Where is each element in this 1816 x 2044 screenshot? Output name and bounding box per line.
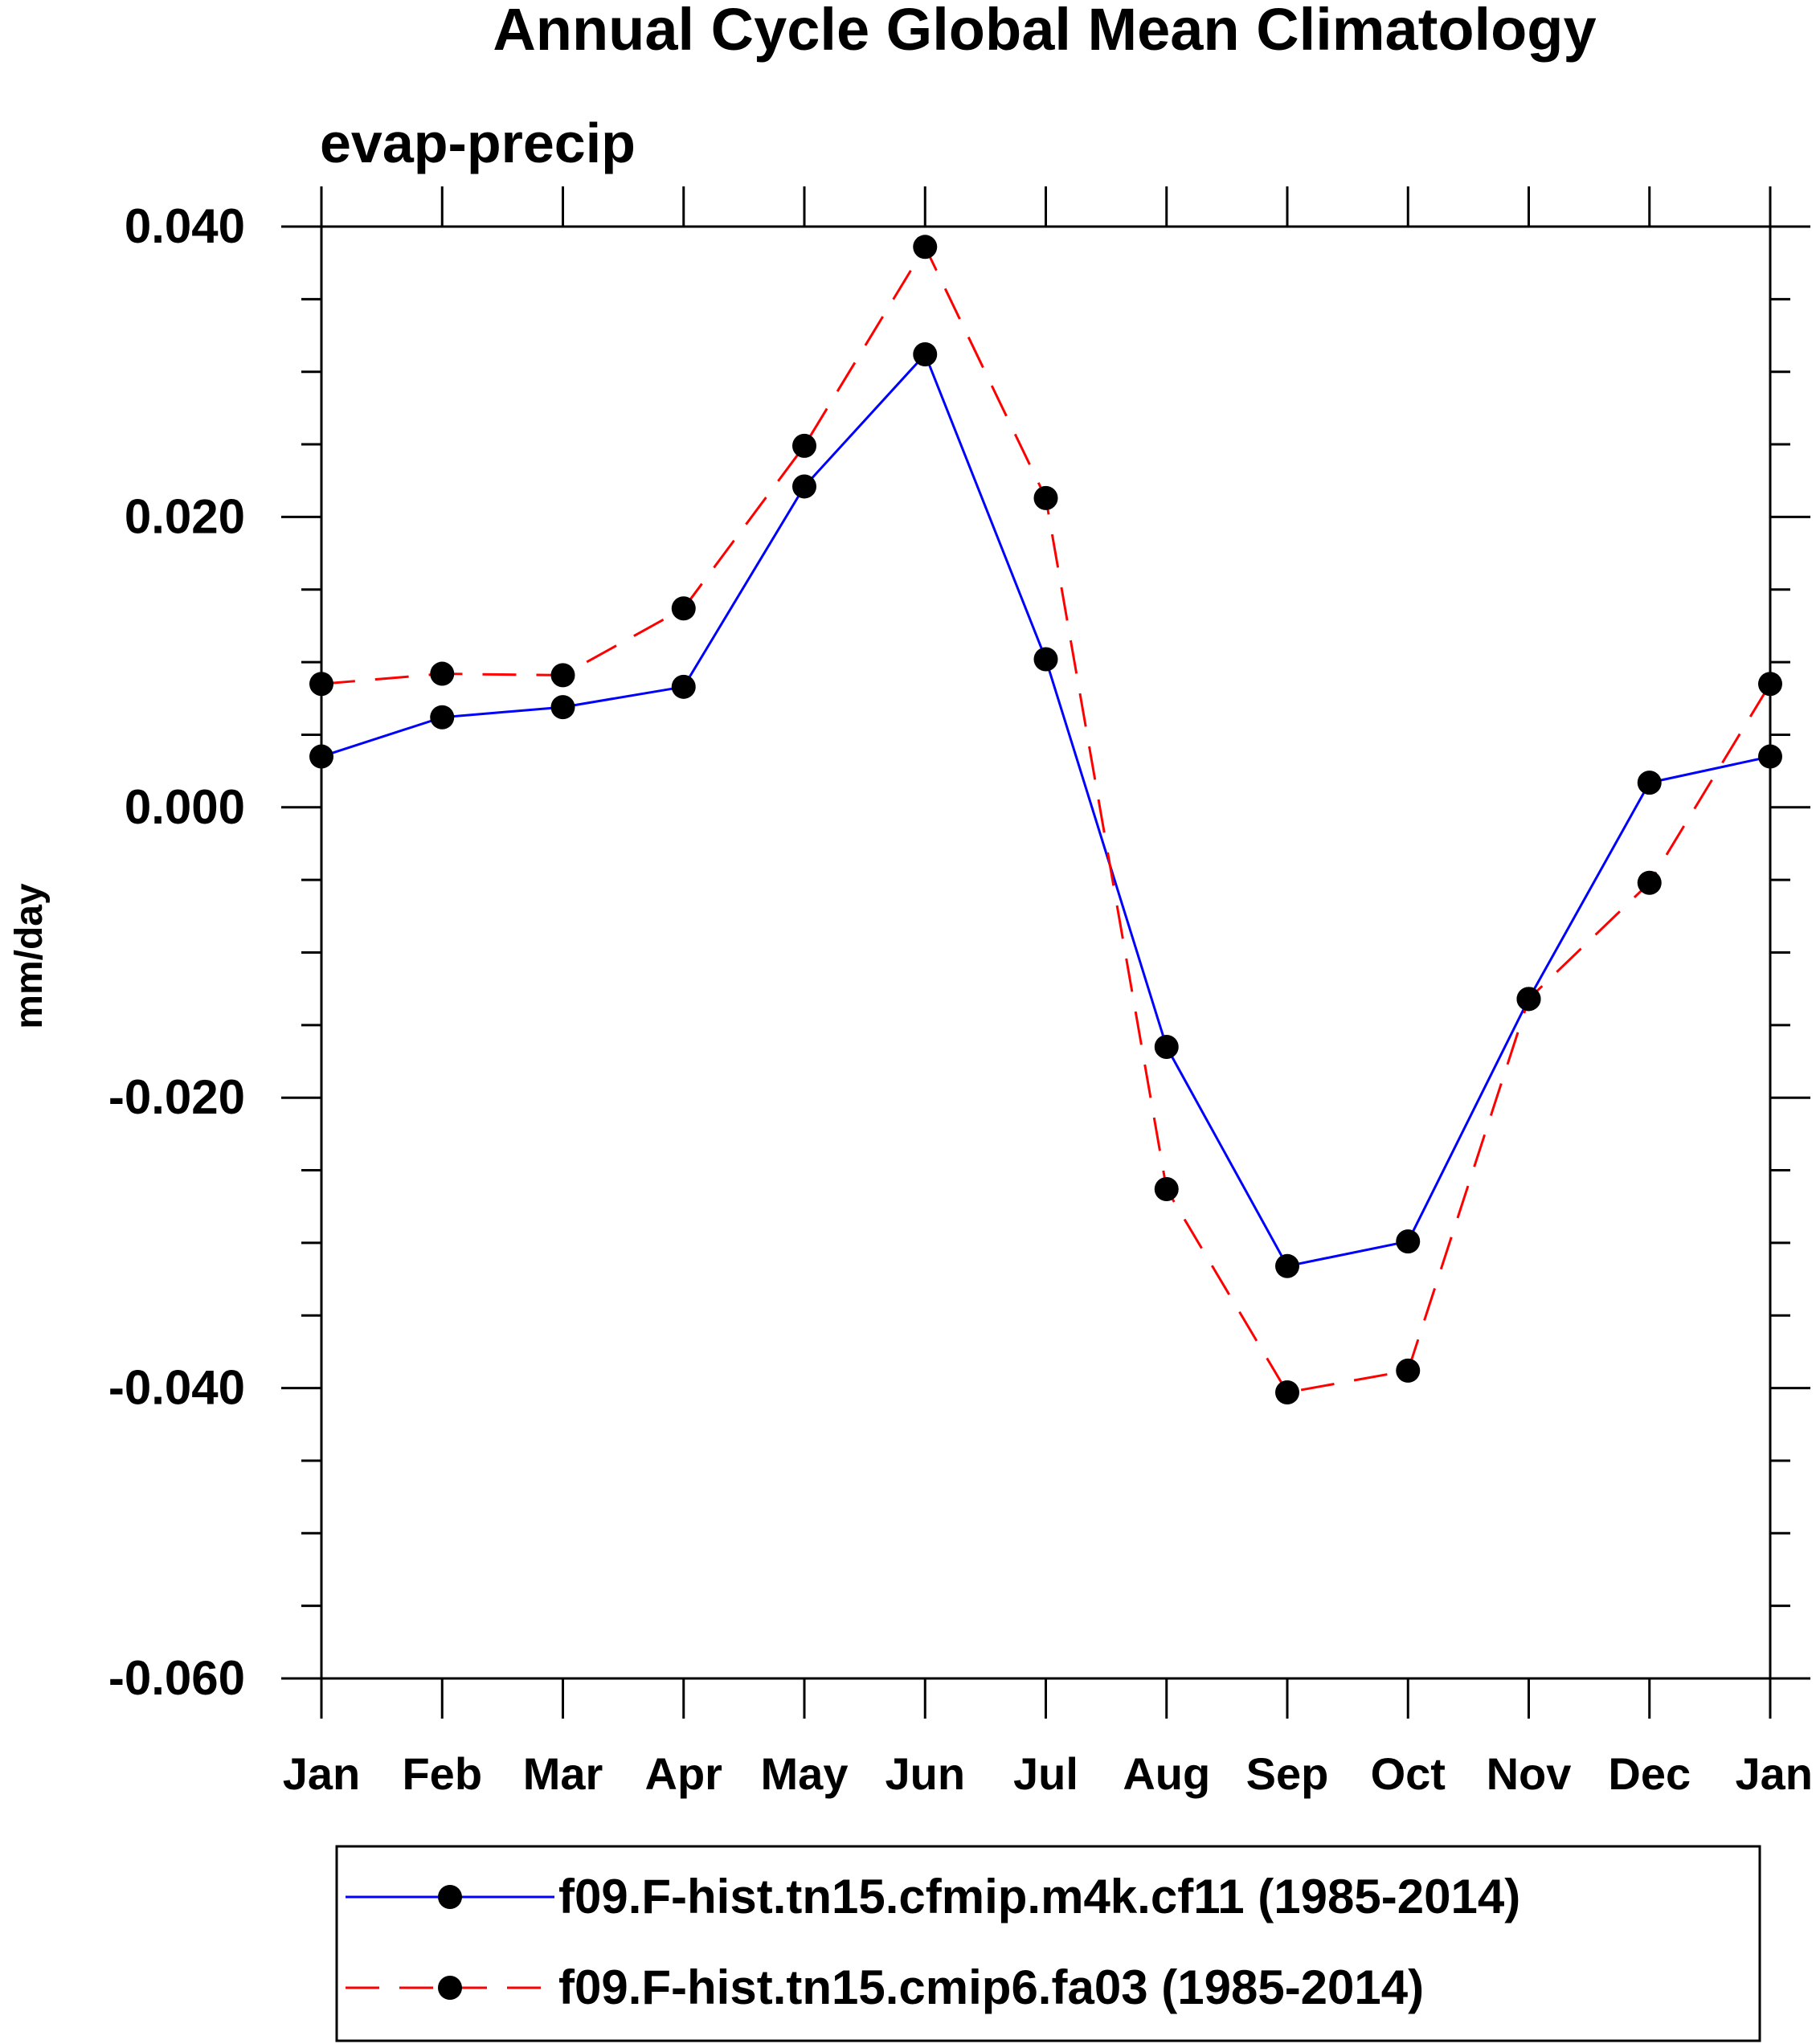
y-tick-label: -0.020 <box>108 1070 245 1124</box>
y-tick-label: 0.040 <box>125 199 245 253</box>
y-tick-label: -0.060 <box>108 1651 245 1705</box>
axis-ticks <box>281 186 1810 1719</box>
data-point-series-1 <box>913 342 938 367</box>
chart-title: Annual Cycle Global Mean Climatology <box>493 0 1596 63</box>
legend: f09.F-hist.tn15.cfmip.m4k.cf11 (1985-201… <box>335 1845 1761 2042</box>
y-tick-labels: 0.040 0.020 0.000 -0.020 -0.040 -0.060 <box>108 199 245 1705</box>
data-point-series-1 <box>792 474 816 499</box>
y-axis-label: mm/day <box>8 883 51 1029</box>
x-tick-label: Aug <box>1123 1748 1210 1799</box>
data-point-series-1 <box>550 695 575 720</box>
data-point-series-2 <box>1033 485 1058 510</box>
data-point-series-1 <box>671 674 696 699</box>
x-tick-label: Jul <box>1013 1748 1078 1799</box>
x-tick-label: Apr <box>645 1748 722 1799</box>
data-point-series-1 <box>1154 1034 1179 1059</box>
series-line-2 <box>321 244 1772 1394</box>
chart-subtitle: evap-precip <box>320 112 636 174</box>
data-point-series-2 <box>1396 1358 1421 1383</box>
data-point-series-1 <box>430 705 455 730</box>
x-tick-label: Oct <box>1371 1748 1446 1799</box>
x-tick-label: Sep <box>1246 1748 1329 1799</box>
x-tick-label: Jan <box>1736 1748 1814 1799</box>
x-tick-label: Jan <box>283 1748 361 1799</box>
data-point-series-2 <box>430 661 455 686</box>
data-point-series-2 <box>671 596 696 621</box>
legend-marker-series-1 <box>438 1885 462 1909</box>
data-point-series-1 <box>1396 1229 1421 1254</box>
x-tick-label: Jun <box>885 1748 965 1799</box>
legend-label-series-2: f09.F-hist.tn15.cmip6.fa03 (1985-2014) <box>558 1960 1424 2014</box>
legend-box <box>335 1845 1761 2042</box>
x-tick-label: Mar <box>523 1748 603 1799</box>
data-point-series-1 <box>1637 771 1662 795</box>
data-point-series-2 <box>792 433 816 458</box>
data-point-series-1 <box>1275 1253 1299 1278</box>
x-tick-label: May <box>761 1748 849 1799</box>
legend-label-series-1: f09.F-hist.tn15.cfmip.m4k.cf11 (1985-201… <box>558 1870 1520 1923</box>
x-tick-labels: Jan Feb Mar Apr May Jun Jul Aug Sep Oct Nov Dec Jan <box>283 1748 1813 1799</box>
x-tick-label: Feb <box>402 1748 482 1799</box>
y-tick-label: 0.000 <box>125 780 245 834</box>
data-point-series-2 <box>1516 987 1541 1012</box>
x-tick-label: Nov <box>1487 1748 1572 1799</box>
y-tick-label: 0.020 <box>125 489 245 543</box>
data-point-series-2 <box>1154 1177 1179 1202</box>
data-point-series-2 <box>1637 870 1662 895</box>
data-point-series-2 <box>1275 1380 1299 1405</box>
data-series <box>309 235 1782 1405</box>
x-tick-label: Dec <box>1608 1748 1691 1799</box>
legend-marker-series-2 <box>438 1976 462 2000</box>
data-point-series-1 <box>1033 647 1058 672</box>
y-tick-label: -0.040 <box>108 1361 245 1415</box>
plot-frame <box>320 225 1772 1680</box>
data-point-series-2 <box>550 663 575 688</box>
data-point-series-2 <box>913 235 938 260</box>
